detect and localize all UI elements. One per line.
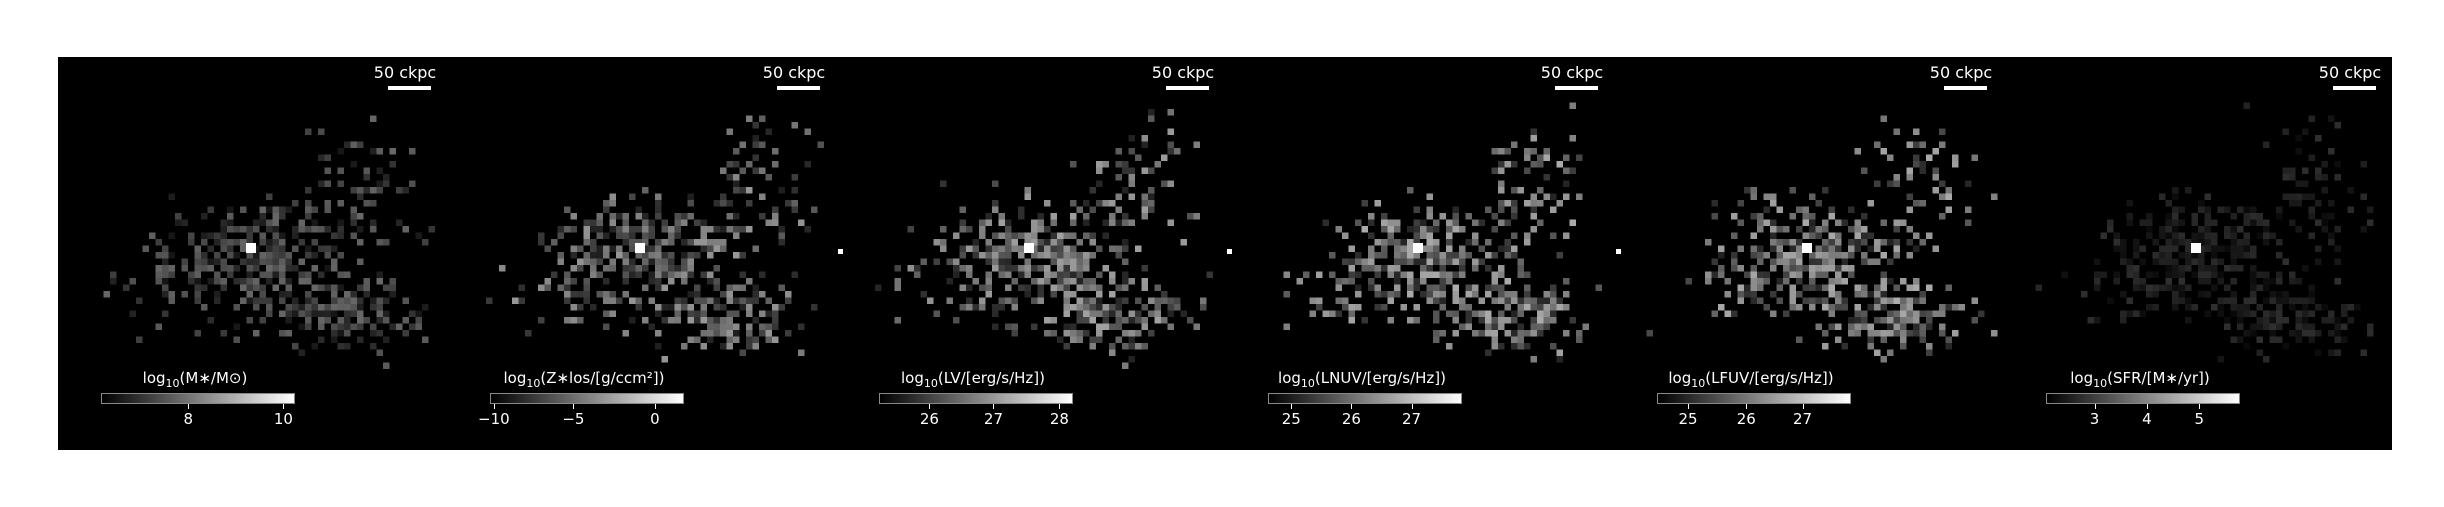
colorbar-tick [1411,404,1413,409]
colorbar-tick-label: 0 [650,410,660,428]
panel-sfr: 50 ckpc log10(SFR/[M∗/yr]) 3 4 5 [2003,57,2392,450]
pixel-map [838,109,1213,369]
colorbar-title: log10(Z∗los/[g/ccm²]) [503,369,665,390]
colorbar-tick-label: 26 [919,410,939,428]
panel-metallicity: 50 ckpc log10(Z∗los/[g/ccm²]) −10 −5 0 [447,57,836,450]
colorbar-tick-label: 5 [2194,410,2205,428]
colorbar-title: log10(SFR/[M∗/yr]) [2070,369,2210,390]
colorbar-tick-label: 8 [183,410,194,428]
colorbar-tick-label: 25 [1678,410,1698,428]
colorbar-tick [1291,404,1293,409]
colorbar [1657,393,1851,404]
colorbar-tick-label: −5 [562,410,585,428]
pixel-map [1616,115,1998,363]
colorbar-tick [654,404,656,409]
panel-luminosity-fuv: 50 ckpc log10(LFUV/[erg/s/Hz]) 25 26 27 [1614,57,2003,450]
scale-bar [388,86,431,90]
colorbar-tick-label: 25 [1281,410,1301,428]
scale-bar [1166,86,1209,90]
colorbar-tick-label: 27 [1792,410,1813,428]
colorbar-tick [2199,404,2201,409]
colorbar-title: log10(LV/[erg/s/Hz]) [900,369,1046,390]
colorbar-tick-label: 27 [983,410,1003,428]
scale-bar [1555,86,1598,90]
colorbar [101,393,295,404]
colorbar-tick [493,404,495,409]
colorbar-title: log10(LNUV/[erg/s/Hz]) [1278,369,1446,390]
pixel-map [103,115,435,369]
colorbar [490,393,684,404]
colorbar-tick [283,404,285,409]
scale-bar-label: 50 ckpc [373,63,437,82]
pixel-map [2035,102,2374,363]
colorbar-tick [573,404,575,409]
colorbar-tick [2146,404,2148,409]
colorbar-tick-label: −10 [478,410,510,428]
colorbar-tick [188,404,190,409]
colorbar-tick [993,404,995,409]
colorbar-tick [1688,404,1690,409]
colorbar-tick-label: 28 [1049,410,1069,428]
colorbar-tick-label: 3 [2089,410,2100,428]
panel-stellar-mass: 50 ckpc log10(M∗/M⊙) 8 10 [58,57,447,450]
colorbar-title: log10(LFUV/[erg/s/Hz]) [1668,369,1834,390]
pixel-map [1227,102,1602,363]
colorbar [1268,393,1462,404]
colorbar-tick [1802,404,1804,409]
colorbar-tick-label: 26 [1736,410,1756,428]
scale-bar [2333,86,2376,90]
colorbar [879,393,1073,404]
scale-bar-label: 50 ckpc [1151,63,1215,82]
colorbar [2046,393,2240,404]
panel-luminosity-v: 50 ckpc log10(LV/[erg/s/Hz]) 26 27 28 [836,57,1225,450]
scale-bar-label: 50 ckpc [1540,63,1604,82]
colorbar-tick-label: 4 [2142,410,2152,428]
scale-bar-label: 50 ckpc [1929,63,1993,82]
colorbar-tick-label: 10 [273,410,293,428]
scale-bar-label: 50 ckpc [762,63,826,82]
panel-luminosity-nuv: 50 ckpc log10(LNUV/[erg/s/Hz]) 25 26 27 [1225,57,1614,450]
colorbar-tick [1059,404,1061,409]
colorbar-tick [2094,404,2096,409]
pixel-map [486,115,824,363]
image-strip: 50 ckpc log10(M∗/M⊙) 8 10 50 ckpc log10(Z… [58,57,2392,450]
colorbar-tick-label: 26 [1341,410,1361,428]
scale-bar [777,86,820,90]
colorbar-tick [1746,404,1748,409]
colorbar-tick-label: 27 [1402,410,1422,428]
scale-bar-label: 50 ckpc [2318,63,2382,82]
scale-bar [1944,86,1987,90]
colorbar-title: log10(M∗/M⊙) [142,369,248,390]
colorbar-tick [1351,404,1353,409]
colorbar-tick [929,404,931,409]
